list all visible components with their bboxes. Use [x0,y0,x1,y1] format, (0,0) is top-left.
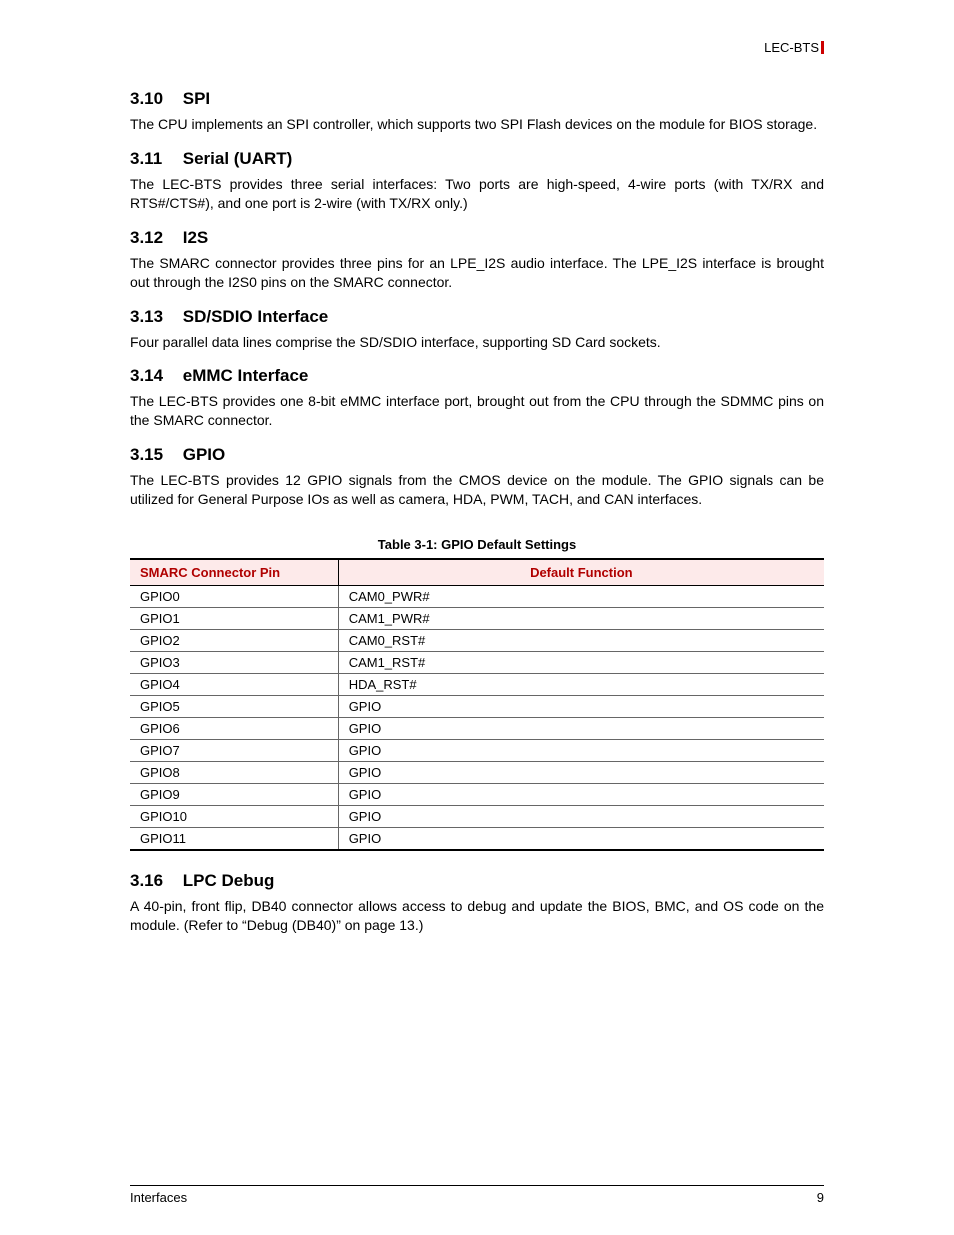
table-column-header-function: Default Function [338,559,824,586]
table-cell-function: CAM1_RST# [338,651,824,673]
table-cell-function: CAM1_PWR# [338,607,824,629]
header-accent-bar [821,41,824,54]
page-header: LEC-BTS [130,40,824,55]
section-title: eMMC Interface [183,366,309,385]
section-lpc-debug: 3.16 LPC Debug A 40-pin, front flip, DB4… [130,871,824,935]
section-body: The LEC-BTS provides one 8-bit eMMC inte… [130,392,824,430]
section-body: A 40-pin, front flip, DB40 connector all… [130,897,824,935]
section-spi: 3.10 SPI The CPU implements an SPI contr… [130,89,824,134]
section-heading: 3.10 SPI [130,89,824,109]
section-heading: 3.15 GPIO [130,445,824,465]
document-page: LEC-BTS 3.10 SPI The CPU implements an S… [0,0,954,1235]
section-number: 3.10 [130,89,178,109]
table-cell-pin: GPIO3 [130,651,338,673]
gpio-default-settings-table: SMARC Connector Pin Default Function GPI… [130,558,824,851]
section-heading: 3.16 LPC Debug [130,871,824,891]
section-number: 3.14 [130,366,178,386]
section-number: 3.12 [130,228,178,248]
table-row: GPIO8GPIO [130,761,824,783]
table-cell-pin: GPIO11 [130,827,338,850]
product-name: LEC-BTS [764,40,819,55]
section-number: 3.11 [130,149,178,169]
table-cell-pin: GPIO2 [130,629,338,651]
table-cell-function: CAM0_RST# [338,629,824,651]
table-cell-function: GPIO [338,805,824,827]
table-cell-function: HDA_RST# [338,673,824,695]
table-cell-pin: GPIO5 [130,695,338,717]
table-cell-pin: GPIO9 [130,783,338,805]
footer-page-number: 9 [817,1190,824,1205]
table-cell-function: GPIO [338,827,824,850]
table-row: GPIO10GPIO [130,805,824,827]
table-row: GPIO4HDA_RST# [130,673,824,695]
page-footer: Interfaces 9 [130,1185,824,1205]
section-gpio: 3.15 GPIO The LEC-BTS provides 12 GPIO s… [130,445,824,509]
section-title: I2S [183,228,209,247]
table-cell-pin: GPIO7 [130,739,338,761]
table-row: GPIO0CAM0_PWR# [130,585,824,607]
section-title: LPC Debug [183,871,275,890]
section-body: Four parallel data lines comprise the SD… [130,333,824,352]
table-row: GPIO1CAM1_PWR# [130,607,824,629]
section-title: Serial (UART) [183,149,293,168]
table-body: GPIO0CAM0_PWR# GPIO1CAM1_PWR# GPIO2CAM0_… [130,585,824,850]
footer-section-name: Interfaces [130,1190,187,1205]
table-row: GPIO7GPIO [130,739,824,761]
section-number: 3.15 [130,445,178,465]
table-row: GPIO5GPIO [130,695,824,717]
table-column-header-pin: SMARC Connector Pin [130,559,338,586]
section-body: The CPU implements an SPI controller, wh… [130,115,824,134]
table-cell-pin: GPIO0 [130,585,338,607]
section-body: The SMARC connector provides three pins … [130,254,824,292]
table-cell-function: GPIO [338,717,824,739]
section-number: 3.13 [130,307,178,327]
section-body: The LEC-BTS provides 12 GPIO signals fro… [130,471,824,509]
table-cell-function: GPIO [338,739,824,761]
table-cell-pin: GPIO10 [130,805,338,827]
table-caption: Table 3-1: GPIO Default Settings [130,537,824,552]
table-cell-pin: GPIO6 [130,717,338,739]
table-row: GPIO11GPIO [130,827,824,850]
section-heading: 3.11 Serial (UART) [130,149,824,169]
table-cell-pin: GPIO8 [130,761,338,783]
table-row: GPIO9GPIO [130,783,824,805]
table-cell-function: GPIO [338,761,824,783]
table-row: GPIO6GPIO [130,717,824,739]
section-title: GPIO [183,445,226,464]
section-title: SD/SDIO Interface [183,307,329,326]
section-heading: 3.13 SD/SDIO Interface [130,307,824,327]
section-body: The LEC-BTS provides three serial interf… [130,175,824,213]
table-cell-function: CAM0_PWR# [338,585,824,607]
section-heading: 3.14 eMMC Interface [130,366,824,386]
section-i2s: 3.12 I2S The SMARC connector provides th… [130,228,824,292]
table-cell-pin: GPIO1 [130,607,338,629]
section-title: SPI [183,89,210,108]
table-cell-pin: GPIO4 [130,673,338,695]
table-cell-function: GPIO [338,783,824,805]
table-header-row: SMARC Connector Pin Default Function [130,559,824,586]
section-sd-sdio: 3.13 SD/SDIO Interface Four parallel dat… [130,307,824,352]
table-row: GPIO2CAM0_RST# [130,629,824,651]
table-row: GPIO3CAM1_RST# [130,651,824,673]
section-heading: 3.12 I2S [130,228,824,248]
section-emmc: 3.14 eMMC Interface The LEC-BTS provides… [130,366,824,430]
table-cell-function: GPIO [338,695,824,717]
section-number: 3.16 [130,871,178,891]
section-serial-uart: 3.11 Serial (UART) The LEC-BTS provides … [130,149,824,213]
